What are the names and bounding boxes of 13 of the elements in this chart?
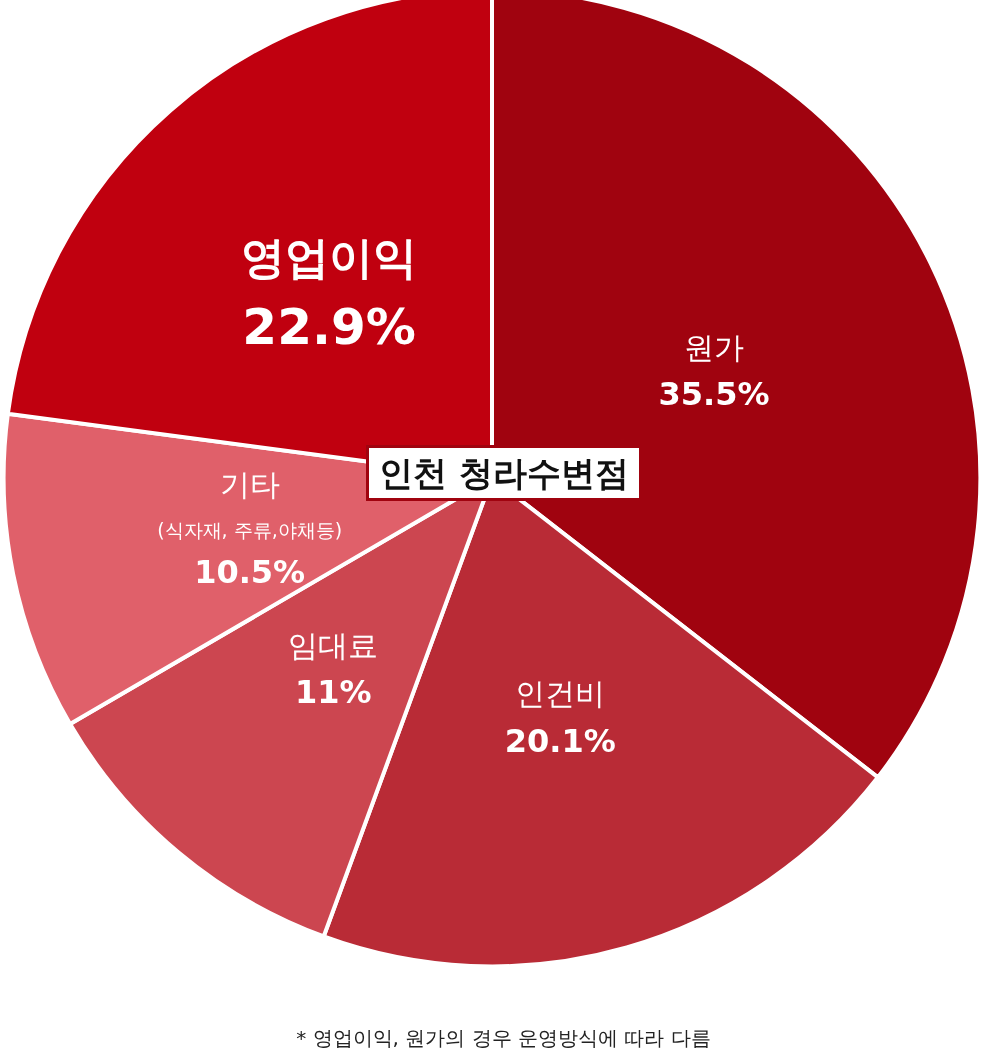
text: * 영업이익, 원가의 경우 운영방식에 따라 다름 bbox=[296, 1026, 711, 1050]
slice-label: 영업이익 bbox=[241, 231, 418, 283]
data-label: 10.5% bbox=[194, 552, 306, 591]
data-label: 20.1% bbox=[504, 721, 616, 760]
slice-label: 인건비 bbox=[515, 676, 606, 712]
data-label: 22.9% bbox=[242, 298, 416, 357]
slice-label: 원가 bbox=[683, 329, 744, 365]
text: 인천 청라수변점 bbox=[379, 453, 629, 493]
data-label: 35.5% bbox=[658, 375, 770, 414]
slice-label: 기타 bbox=[219, 467, 280, 503]
slice-label: 임대료 bbox=[288, 627, 379, 663]
text: (식자재, 주류,야채등) bbox=[157, 518, 343, 541]
data-label: 11% bbox=[294, 673, 372, 712]
